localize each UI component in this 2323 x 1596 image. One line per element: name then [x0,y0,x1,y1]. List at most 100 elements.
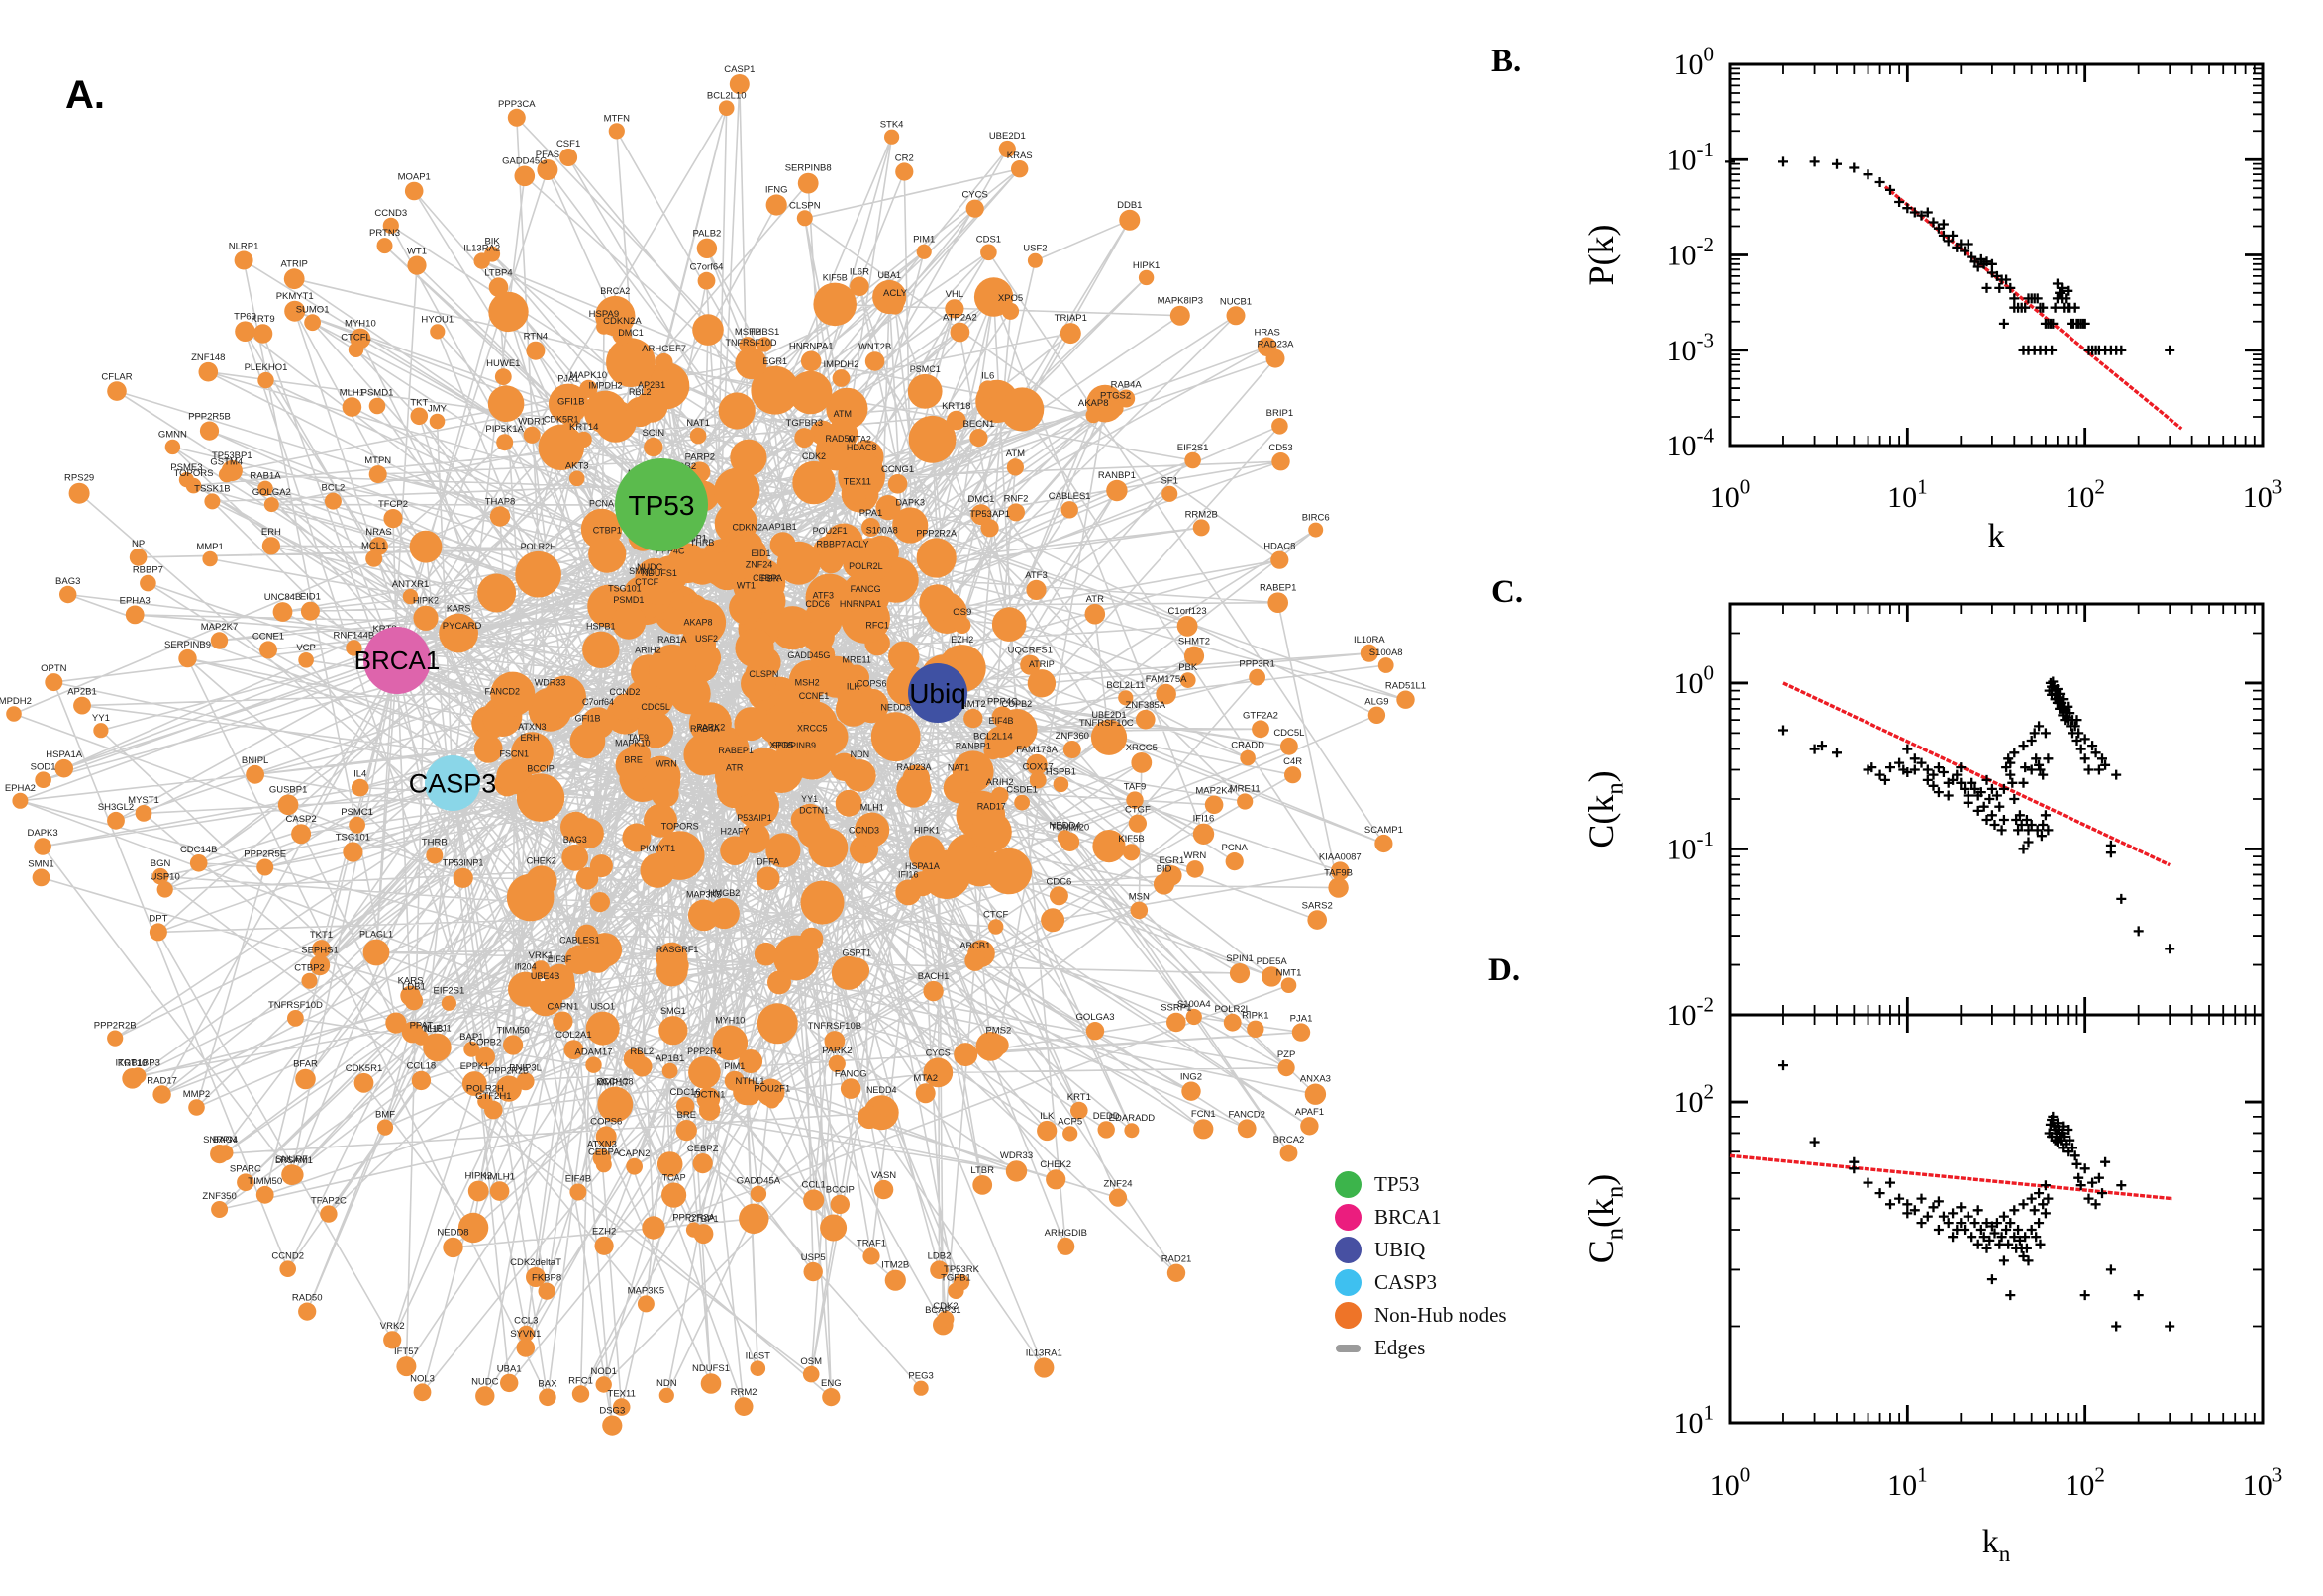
gene-label: PFAS [536,150,559,160]
gene-node [1057,1237,1075,1255]
gene-node [488,291,529,333]
gene-node [741,665,776,702]
gene-label: NTHL1 [735,1076,764,1087]
gene-label: NDUFS1 [692,1363,730,1374]
gene-node [892,507,929,544]
gene-node [1117,389,1136,408]
gene-label: PSMC1 [910,364,941,374]
gene-label: WRN [656,759,677,769]
gene-node [649,644,696,692]
gene-label: GUSBP1 [269,785,308,796]
gene-node [283,268,305,290]
gene-label: BGN [151,858,171,869]
gene-node [937,1310,955,1328]
gene-label: COX17 [1023,762,1054,773]
gene-node [1262,966,1282,987]
major-ticks [1728,604,2265,1017]
gene-node [156,881,173,898]
gene-node [990,786,1009,805]
gene-label: EPHA3 [120,596,151,607]
gene-label: PPP2R2B [489,1066,530,1076]
gene-node [430,324,446,340]
gene-node [34,838,51,855]
gene-label: SSRP1 [1161,1003,1191,1014]
gene-label: USP10 [151,872,180,883]
gene-node [538,1282,556,1300]
gene-node [930,1260,949,1279]
hub-label-ubiq: Ubiq [909,678,966,709]
gene-label: GMNN [158,430,187,441]
gene-node [199,421,220,441]
major-ticks [1728,62,2265,448]
gene-label: TP63 [234,311,256,322]
gene-label: CEBPZ [687,1144,719,1154]
gene-node [1181,1081,1201,1101]
gene-label: USO1 [590,1002,615,1012]
legend-item-casp3: CASP3 [1335,1268,1507,1297]
gene-label: RAB4A [690,724,720,734]
gene-node [1249,668,1265,686]
gene-label: CSF1 [556,139,580,150]
gene-node [376,1119,394,1136]
gene-node [1377,657,1394,673]
gene-node [963,708,983,729]
gene-label: FANCD2 [1228,1109,1264,1120]
gene-node [858,1105,881,1130]
gene-node [1122,844,1141,861]
gene-label: BFAR [293,1059,318,1070]
gene-node [515,550,561,598]
gene-node [698,1099,721,1121]
gene-label: NDUFS1 [642,568,677,578]
gene-label: GTF2A2 [1243,710,1278,721]
gene-node [651,779,679,808]
gene-node [875,494,901,521]
gene-node [107,381,127,401]
tick-label: 101 [1887,475,1928,515]
gene-node [1070,1101,1088,1120]
gene-label: TAF9B [1324,867,1353,878]
gene-label: ACLY [847,540,869,549]
gene-node [855,812,890,848]
gene-label: SYVN1 [510,1329,541,1340]
gene-node [1136,709,1156,730]
fit-line [1729,1153,2172,1201]
gene-label: CCL1 [802,1179,826,1190]
gene-node [896,772,932,808]
gene-label: PCNA [1221,843,1248,853]
gene-label: PYCARD [443,621,482,632]
gene-node [915,1083,936,1104]
gene-label: ACLY [883,288,908,299]
gene-node [1330,861,1350,881]
gene-node [594,1236,614,1255]
gene-label: ANXA3 [1300,1074,1331,1085]
gene-node [571,1385,590,1403]
gene-node [1060,323,1081,345]
gene-label: MAPK10 [570,370,608,381]
gene-node [383,1331,402,1349]
gene-node [12,792,29,809]
gene-label: XRCC5 [797,723,828,733]
gene-label: RABEP1 [718,746,754,755]
gene-label: CYCS [926,1048,951,1058]
gene-node [575,867,599,890]
gene-node [655,352,673,371]
gene-label: EIF2S1 [1177,443,1209,453]
gene-label: DCTN1 [694,1089,726,1100]
gene-label: PPP2R5B [188,412,231,423]
gene-node [349,816,365,834]
gene-label: IL18 [425,1024,444,1035]
gene-node [1162,485,1178,502]
gene-label: HMGB2 [708,888,740,898]
gene-node [740,1085,760,1106]
gene-node [661,1182,687,1208]
gene-node [589,892,611,913]
tick-label: 100 [1710,1463,1751,1503]
gene-node [411,1070,432,1091]
gene-node [739,337,757,354]
gene-node [861,518,880,537]
gene-label: BIK [484,237,500,248]
gene-node [568,470,585,487]
gene-label: PEG3 [908,1371,933,1382]
gene-label: CDKN2A [603,316,642,327]
gene-label: NRAS [365,527,391,538]
